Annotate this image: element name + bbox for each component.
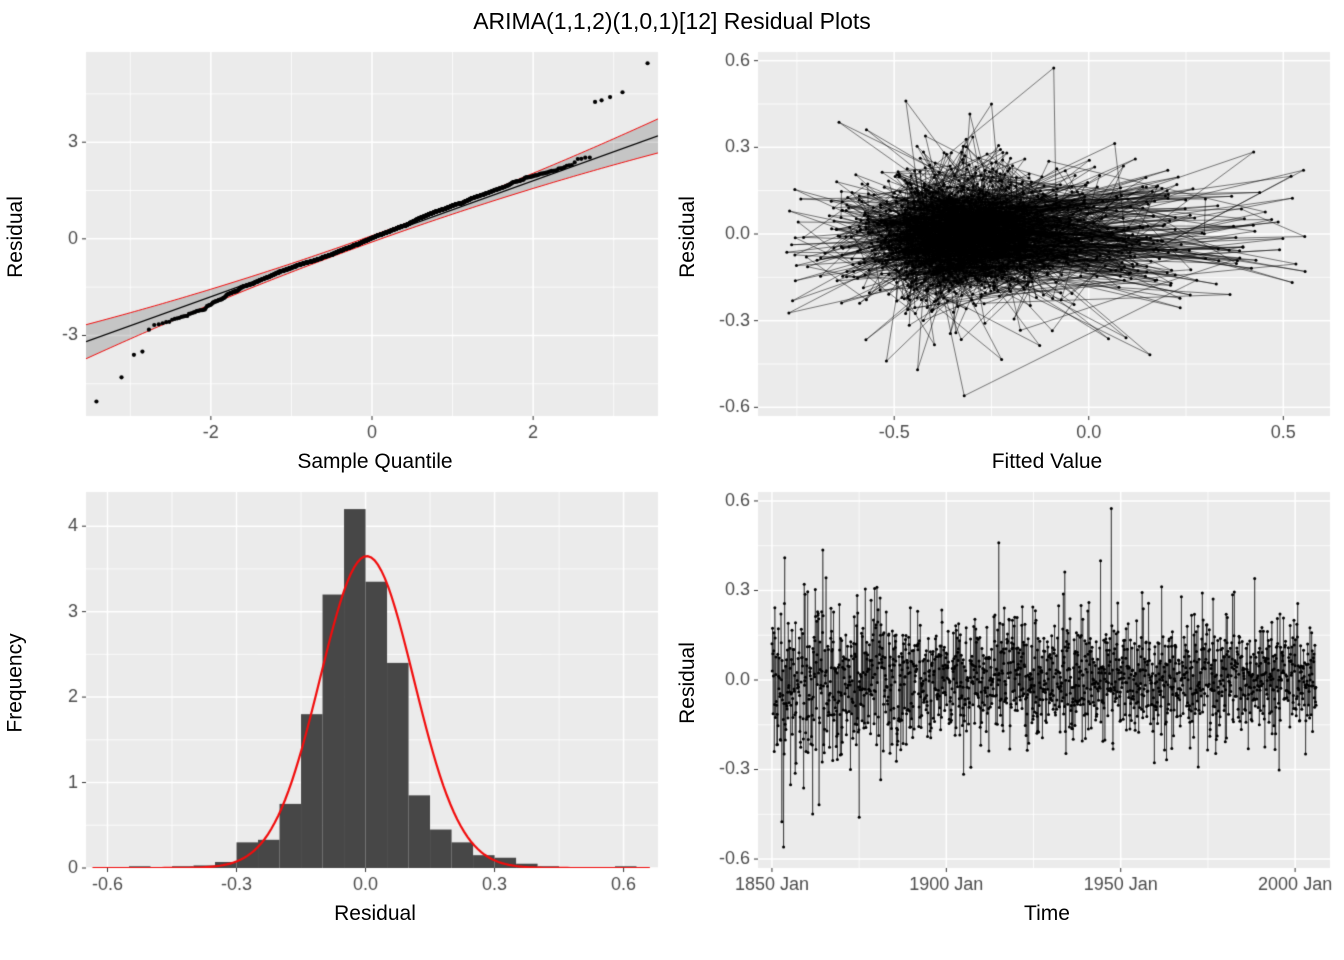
plot-grid: Residual Sample Quantile Residual Fitted… [0, 42, 1344, 934]
qq-plot-canvas [32, 42, 668, 448]
fitted-x-axis-label: Fitted Value [991, 450, 1103, 473]
residual-vs-fitted-figure: Residual Fitted Value [672, 42, 1344, 482]
fitted-y-axis-label: Residual [676, 196, 699, 278]
histogram-figure: Frequency Residual [0, 482, 672, 934]
time-x-axis-label: Time [1024, 902, 1070, 925]
qq-plot-figure: Residual Sample Quantile [0, 42, 672, 482]
residual-vs-fitted-canvas [704, 42, 1340, 448]
histogram-canvas [32, 482, 668, 900]
qq-y-axis-label: Residual [4, 196, 27, 278]
histogram-x-axis-label: Residual [334, 902, 416, 925]
qq-x-axis-label: Sample Quantile [297, 450, 453, 473]
time-y-axis-label: Residual [676, 642, 699, 724]
residual-vs-time-figure: Residual Time [672, 482, 1344, 934]
page-title: ARIMA(1,1,2)(1,0,1)[12] Residual Plots [473, 8, 871, 34]
residual-vs-time-canvas [704, 482, 1340, 900]
histogram-y-axis-label: Frequency [4, 633, 27, 733]
